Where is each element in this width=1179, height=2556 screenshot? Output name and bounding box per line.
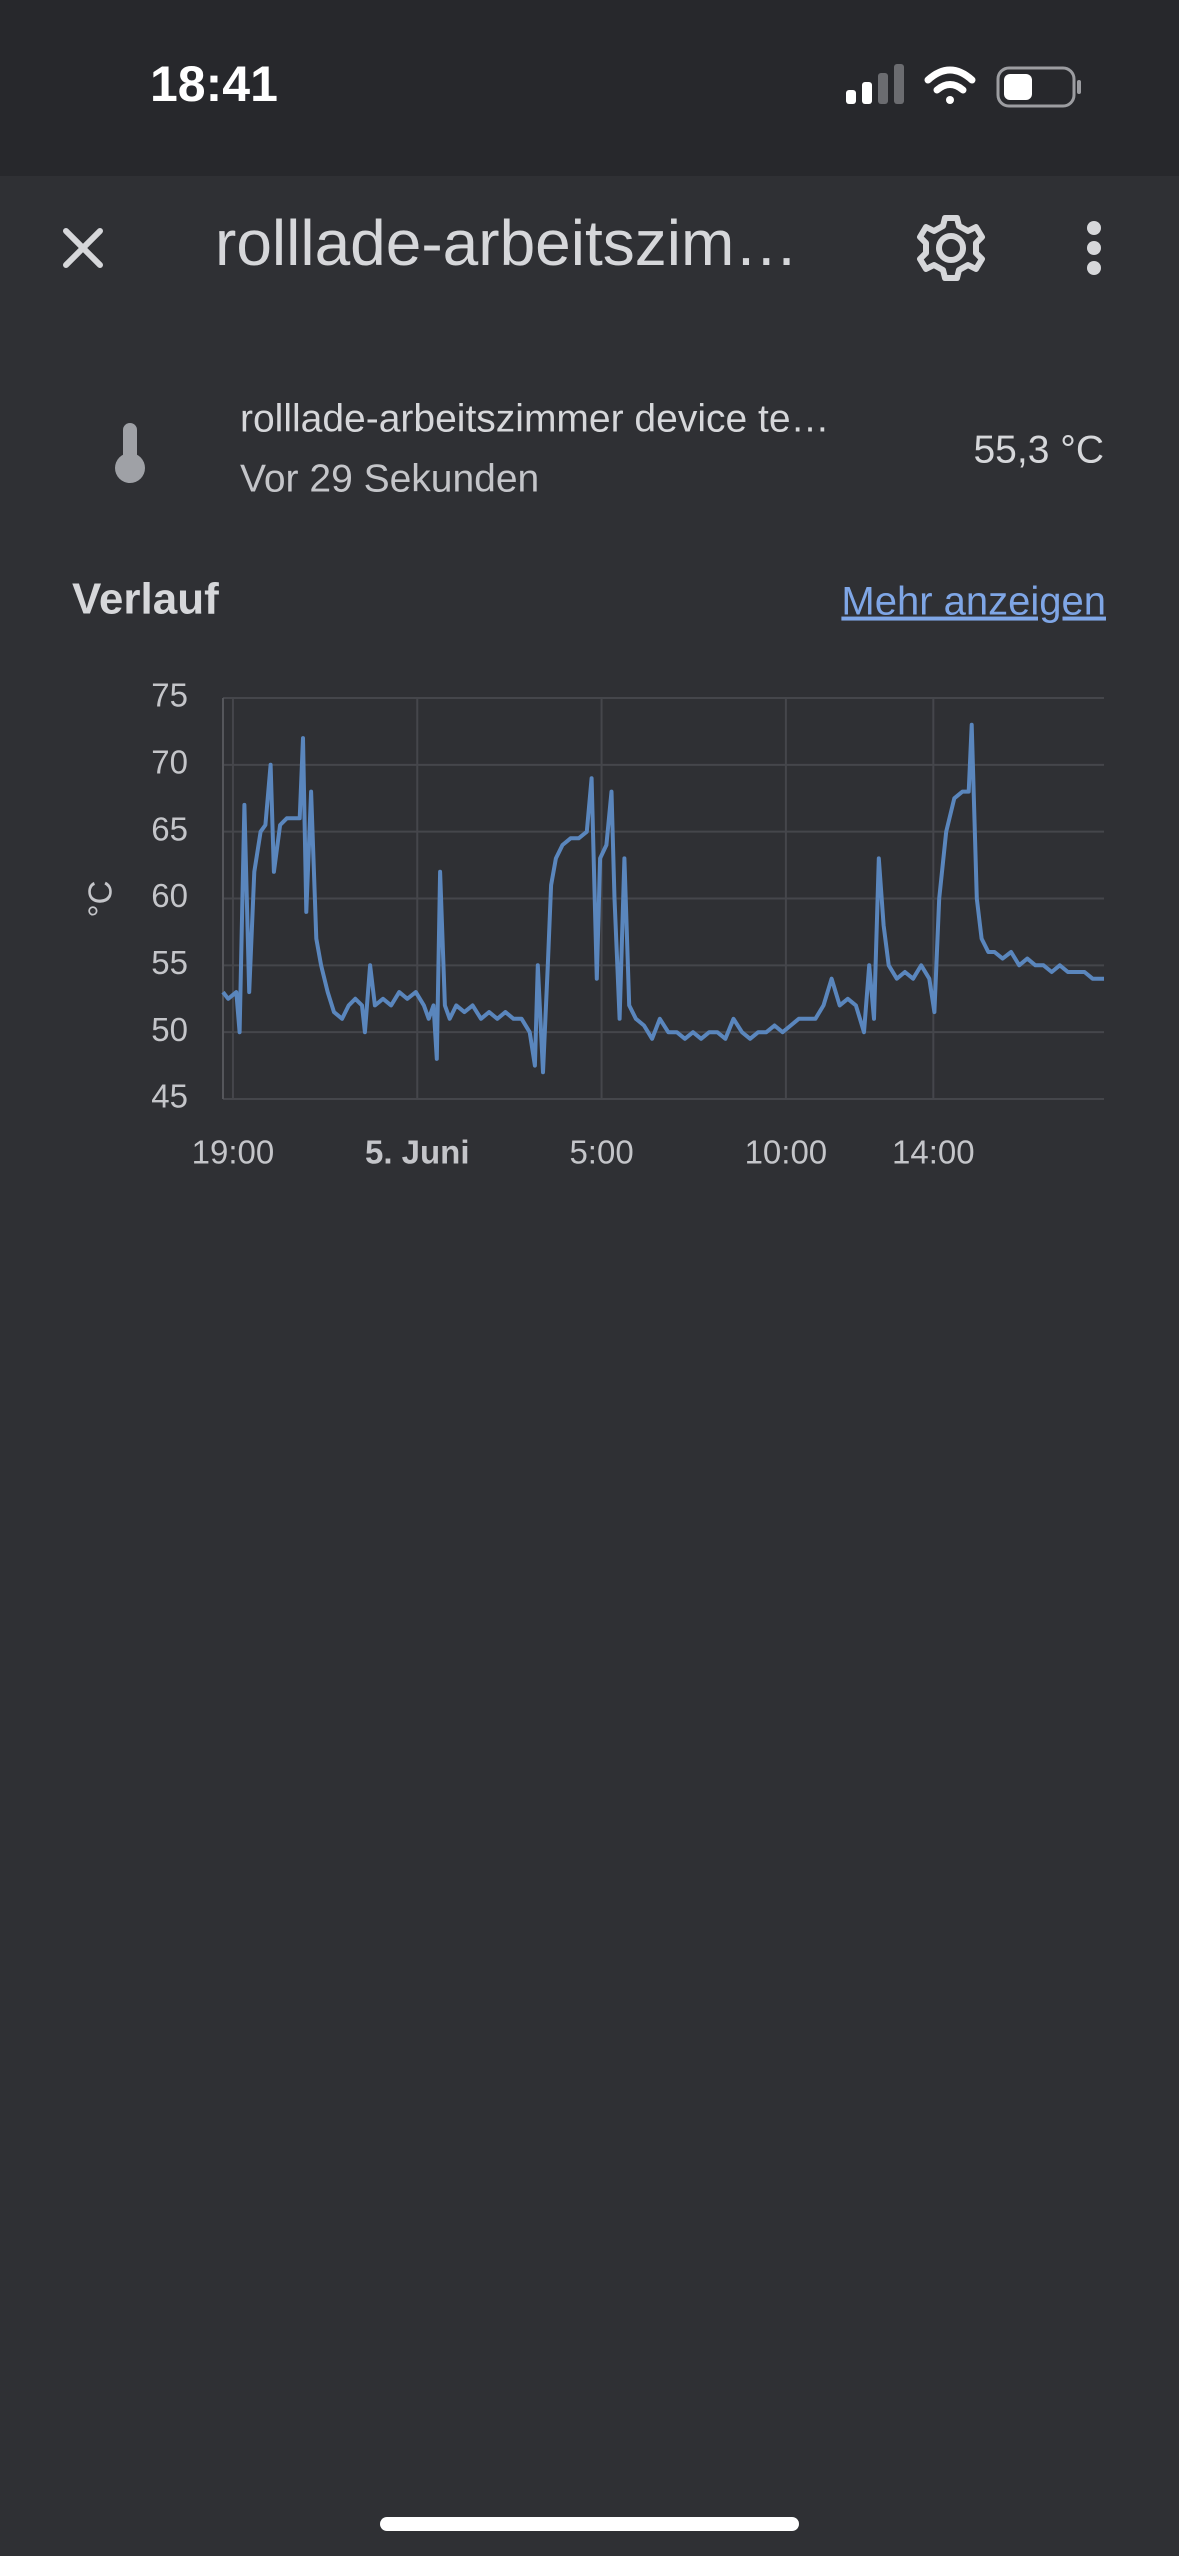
settings-button[interactable] <box>917 215 985 281</box>
y-tick-label: 50 <box>151 1011 188 1048</box>
x-tick-label: 10:00 <box>745 1134 828 1171</box>
thermometer-icon <box>115 423 145 483</box>
entity-name: rolllade-arbeitszimmer device te… <box>240 397 830 440</box>
data-line <box>221 722 1104 1075</box>
y-tick-label: 55 <box>151 944 188 981</box>
last-changed: Vor 29 Sekunden <box>240 457 539 500</box>
close-button[interactable] <box>63 228 103 268</box>
y-tick-label: 70 <box>151 744 188 781</box>
home-indicator <box>380 2517 799 2531</box>
more-link[interactable]: Mehr anzeigen <box>841 580 1106 624</box>
status-time: 18:41 <box>150 56 278 112</box>
battery-icon <box>996 66 1081 108</box>
entity-state: 55,3 °C <box>973 428 1104 471</box>
dialog-title: rolllade-arbeitszim… <box>215 207 798 279</box>
y-tick-label: 60 <box>151 877 188 914</box>
signal-icon <box>846 64 904 104</box>
x-tick-label: 19:00 <box>192 1134 275 1171</box>
more-button[interactable] <box>1087 221 1101 275</box>
status-bar <box>0 0 1179 176</box>
x-tick-label: 5. Juni <box>365 1134 470 1171</box>
x-tick-label: 5:00 <box>569 1134 633 1171</box>
y-axis-label: °C <box>82 880 119 917</box>
y-tick-label: 75 <box>151 677 188 714</box>
y-tick-label: 65 <box>151 810 188 847</box>
x-tick-label: 14:00 <box>892 1134 975 1171</box>
y-tick-label: 45 <box>151 1078 188 1115</box>
section-title: Verlauf <box>72 575 219 624</box>
chart: 45 50 55 60 65 70 75 19:00 5. Juni 5:00 10:00 14:00… <box>82 677 1104 1171</box>
wifi-icon <box>924 66 976 104</box>
